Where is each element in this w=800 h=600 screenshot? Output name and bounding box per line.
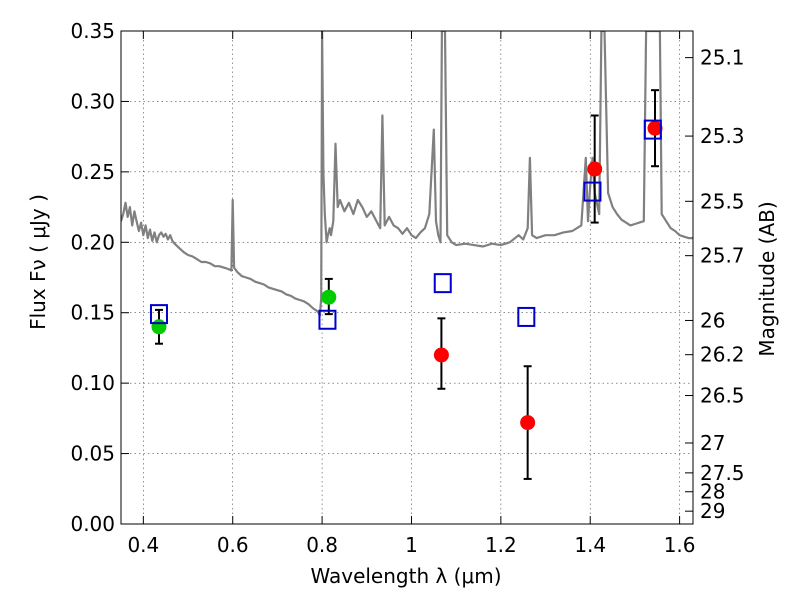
red-data-point	[433, 347, 449, 363]
grid-lines	[121, 30, 693, 525]
right-tick-label: 25.1	[700, 46, 745, 70]
spectrum-line	[121, 31, 693, 317]
model-square-marker	[517, 306, 536, 327]
x-axis-title: Wavelength λ (μm)	[310, 564, 501, 588]
red-data-point	[647, 120, 663, 136]
right-tick-label: 26.5	[700, 384, 745, 408]
model-square-marker	[318, 309, 337, 330]
right-tick-label: 27	[700, 431, 725, 455]
x-tick-label: 1.2	[485, 533, 517, 557]
x-tick-label: 0.6	[217, 533, 249, 557]
error-bar-layer	[154, 89, 660, 480]
right-tick-label: 27.5	[700, 461, 745, 485]
y-tick-label: 0.10	[70, 371, 115, 395]
y-tick-label: 0.30	[70, 89, 115, 113]
y-tick-label: 0.20	[70, 230, 115, 254]
right-tick-label: 26.2	[700, 343, 745, 367]
y-axis-title: Flux Fν ( μJy )	[26, 194, 50, 330]
x-tick-label: 1.4	[574, 533, 606, 557]
x-tick-label: 1	[405, 533, 418, 557]
model-square-marker	[149, 304, 168, 325]
marker-layer	[149, 119, 663, 431]
tick-marks	[121, 30, 693, 525]
right-axis-title: Magnitude (AB)	[755, 201, 779, 356]
right-tick-label: 25.3	[700, 124, 745, 148]
spectrum-layer	[121, 31, 693, 317]
right-tick-label: 25.5	[700, 189, 745, 213]
y-tick-label: 0.00	[70, 512, 115, 536]
y-tick-label: 0.05	[70, 442, 115, 466]
x-tick-label: 0.8	[306, 533, 338, 557]
right-tick-label: 25.7	[700, 244, 745, 268]
model-square-marker	[433, 273, 452, 294]
right-tick-label: 28	[700, 480, 725, 504]
red-data-point	[587, 161, 603, 177]
y-tick-label: 0.25	[70, 160, 115, 184]
plot-frame	[120, 30, 694, 525]
green-data-point	[151, 319, 167, 335]
model-square-marker	[643, 119, 662, 140]
right-tick-label: 26	[700, 308, 725, 332]
model-square-marker	[583, 181, 602, 202]
green-data-point	[321, 289, 337, 305]
tick-labels: 0.4 0.6 0.8 1 1.2 1.4 1.6 0.00 0.05 0.10 0.15 0.20 0…	[70, 19, 744, 557]
red-data-point	[520, 415, 536, 431]
x-tick-label: 1.6	[664, 533, 696, 557]
x-tick-label: 0.4	[127, 533, 159, 557]
right-tick-label: 29	[700, 499, 725, 523]
y-tick-label: 0.35	[70, 19, 115, 43]
y-tick-label: 0.15	[70, 301, 115, 325]
